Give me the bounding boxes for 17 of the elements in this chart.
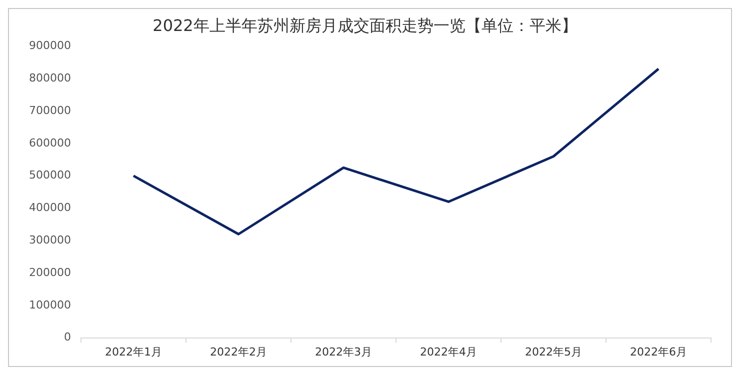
y-tick-label: 700000 (28, 104, 71, 117)
y-tick-label: 400000 (28, 201, 71, 214)
x-tick-label: 2022年5月 (525, 345, 582, 358)
chart-title: 2022年上半年苏州新房月成交面积走势一览【单位：平米】 (152, 16, 578, 35)
x-tick-label: 2022年6月 (630, 345, 687, 358)
y-tick-label: 900000 (28, 39, 71, 52)
y-tick-label: 300000 (28, 233, 71, 246)
y-tick-label: 100000 (28, 298, 71, 312)
x-tick-label: 2022年4月 (420, 345, 477, 358)
y-tick-label: 0 (64, 330, 71, 344)
y-tick-label: 800000 (28, 71, 71, 84)
x-tick-label: 2022年2月 (210, 345, 267, 358)
x-tick-label: 2022年3月 (314, 345, 372, 358)
x-tick-label: 2022年1月 (104, 345, 162, 358)
y-tick-label: 600000 (28, 136, 71, 150)
y-tick-label: 500000 (28, 168, 71, 182)
y-tick-label: 200000 (28, 266, 71, 279)
